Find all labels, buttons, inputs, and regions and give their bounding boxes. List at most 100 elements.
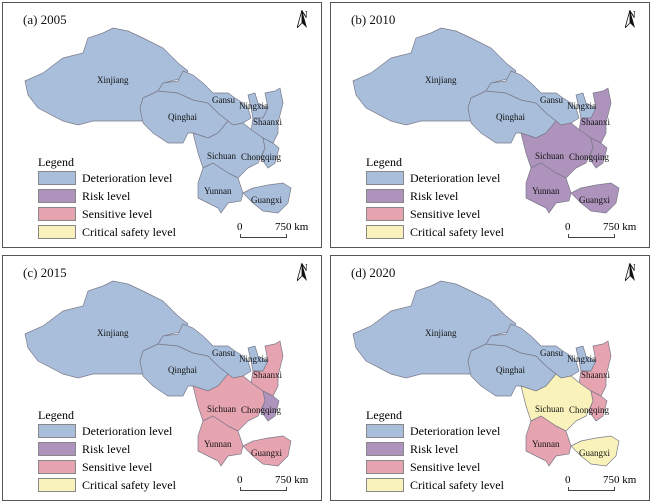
legend-label: Risk level (82, 441, 131, 456)
legend-label: Deterioration level (82, 423, 173, 438)
province-chongqing (588, 137, 608, 169)
province-yunnan (525, 162, 572, 214)
legend-swatch (366, 442, 404, 456)
province-label: Shaanxi (253, 117, 282, 127)
legend-item: Risk level (366, 442, 458, 456)
map-panel: Xinjiang Qinghai Gansu Ningxia Shaanxi Sichua… (330, 255, 650, 501)
province-label: Ningxia (239, 101, 268, 111)
legend-item: Sensitive level (366, 460, 480, 474)
legend-swatch (366, 424, 404, 438)
legend-item: Critical safety level (366, 225, 504, 239)
panel-title: (b) 2010 (351, 12, 396, 27)
scale-distance: 750 km (603, 474, 637, 486)
north-label: N (628, 263, 636, 274)
legend-label: Sensitive level (410, 459, 481, 474)
north-label: N (300, 10, 308, 21)
map-panel: Xinjiang Qinghai Gansu Ningxia Shaanxi Sichua… (2, 255, 322, 501)
map-panel: Xinjiang Qinghai Gansu Ningxia Shaanxi Sichua… (2, 2, 322, 248)
legend-swatch (366, 478, 404, 492)
legend-item: Deterioration level (38, 424, 172, 438)
province-label: Chongqing (569, 405, 610, 415)
legend-label: Risk level (410, 441, 459, 456)
province-guangxi (570, 182, 620, 214)
legend-label: Critical safety level (410, 224, 504, 239)
legend-swatch (38, 424, 76, 438)
province-label: Qinghai (496, 112, 525, 122)
province-label: Shaanxi (581, 370, 610, 380)
legend-label: Deterioration level (410, 170, 501, 185)
legend-item: Sensitive level (38, 460, 152, 474)
province-gansu (157, 70, 252, 126)
scale-zero: 0 (565, 474, 571, 486)
province-label: Yunnan (204, 186, 232, 196)
legend-title: Legend (38, 155, 74, 169)
legend-item: Deterioration level (366, 171, 500, 185)
legend-label: Sensitive level (82, 206, 153, 221)
province-label: Chongqing (241, 152, 282, 162)
legend-item: Critical safety level (38, 225, 176, 239)
province-label: Xinjiang (97, 328, 129, 338)
province-label: Chongqing (241, 405, 282, 415)
legend-item: Deterioration level (38, 171, 172, 185)
legend-item: Critical safety level (366, 478, 504, 492)
province-label: Yunnan (532, 439, 560, 449)
legend-item: Critical safety level (38, 478, 176, 492)
province-label: Yunnan (204, 439, 232, 449)
legend-label: Risk level (410, 188, 459, 203)
north-label: N (628, 10, 636, 21)
north-label: N (300, 263, 308, 274)
province-label: Guangxi (251, 195, 282, 205)
legend-swatch (366, 207, 404, 221)
panel-title: (d) 2020 (351, 265, 396, 280)
province-guangxi (570, 435, 620, 467)
province-label: Gansu (540, 348, 563, 358)
province-chongqing (260, 390, 280, 422)
legend-swatch (38, 478, 76, 492)
province-label: Qinghai (168, 112, 197, 122)
legend-label: Sensitive level (82, 459, 153, 474)
map: Xinjiang Qinghai Gansu Ningxia Shaanxi Sichua… (352, 27, 620, 214)
legend-title: Legend (38, 408, 74, 422)
province-label: Guangxi (579, 195, 610, 205)
map-panel: Xinjiang Qinghai Gansu Ningxia Shaanxi Sichua… (330, 2, 650, 248)
province-label: Shaanxi (581, 117, 610, 127)
province-label: Xinjiang (425, 328, 457, 338)
legend-label: Critical safety level (410, 477, 504, 492)
legend-swatch (38, 171, 76, 185)
province-label: Qinghai (168, 365, 197, 375)
province-label: Ningxia (239, 354, 268, 364)
province-label: Ningxia (567, 101, 596, 111)
scale-distance: 750 km (275, 221, 309, 233)
legend-label: Critical safety level (82, 224, 176, 239)
legend-item: Risk level (38, 442, 130, 456)
legend-label: Sensitive level (410, 206, 481, 221)
north-arrow-icon: N (297, 263, 311, 281)
legend-swatch (366, 225, 404, 239)
legend-swatch (38, 207, 76, 221)
province-label: Guangxi (251, 448, 282, 458)
legend-swatch (38, 225, 76, 239)
legend-swatch (366, 189, 404, 203)
province-label: Gansu (212, 95, 235, 105)
legend-item: Risk level (366, 189, 458, 203)
province-label: Sichuan (535, 404, 564, 414)
province-label: Xinjiang (97, 75, 129, 85)
province-guangxi (242, 182, 292, 214)
north-arrow-icon: N (625, 10, 639, 28)
province-gansu (485, 323, 580, 379)
legend-swatch (38, 460, 76, 474)
legend-label: Critical safety level (82, 477, 176, 492)
scale-zero: 0 (237, 221, 243, 233)
province-label: Gansu (540, 95, 563, 105)
province-label: Sichuan (535, 151, 564, 161)
scale-zero: 0 (565, 221, 571, 233)
panel-title: (a) 2005 (23, 12, 67, 27)
province-label: Xinjiang (425, 75, 457, 85)
legend-item: Deterioration level (366, 424, 500, 438)
legend-swatch (366, 171, 404, 185)
province-label: Guangxi (579, 448, 610, 458)
province-label: Shaanxi (253, 370, 282, 380)
map: Xinjiang Qinghai Gansu Ningxia Shaanxi Sichua… (24, 27, 292, 214)
province-label: Sichuan (207, 151, 236, 161)
province-chongqing (260, 137, 280, 169)
